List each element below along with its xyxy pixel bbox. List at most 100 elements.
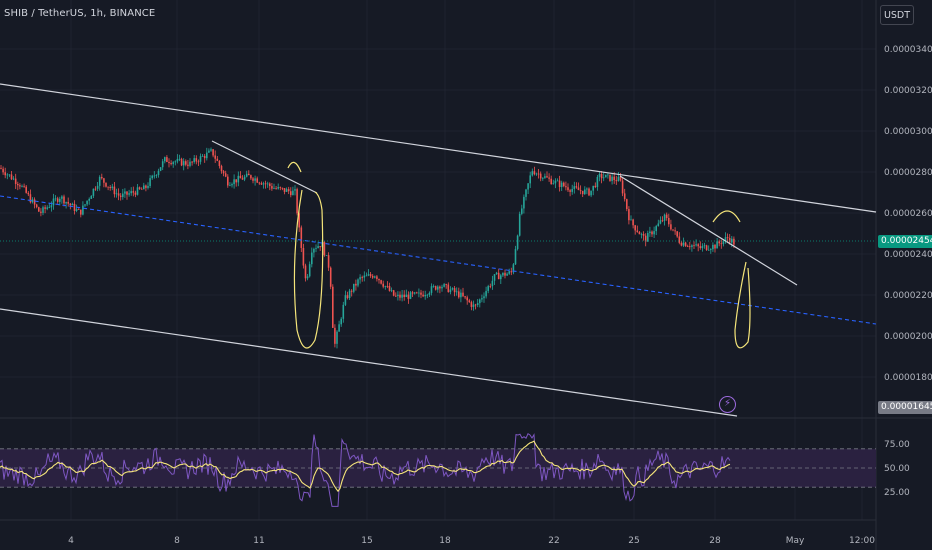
candle-body (350, 290, 353, 292)
candle-body (319, 246, 321, 248)
candle-body (42, 207, 44, 213)
candle-body (302, 247, 305, 266)
candle-body (170, 163, 172, 165)
candle-body (483, 296, 485, 299)
candle-body (703, 245, 706, 247)
candle-body (623, 193, 626, 200)
mid-channel-line (0, 195, 877, 325)
candle-body (518, 213, 521, 236)
candle-body (458, 291, 460, 298)
candle-body (592, 185, 594, 191)
candle-body (626, 199, 628, 210)
candle-body (271, 186, 273, 189)
candle-body (615, 180, 618, 182)
candle-body (264, 183, 267, 185)
candle-body (665, 214, 668, 218)
candle-body (581, 190, 584, 195)
candle-body (14, 178, 17, 185)
candle-body (728, 237, 731, 243)
candle-body (48, 207, 51, 209)
time-label: May (786, 536, 805, 546)
candle-body (439, 286, 441, 289)
candle-body (262, 183, 265, 185)
candle-body (59, 198, 61, 202)
price-label: 0.00001800 (884, 373, 932, 383)
candle-body (525, 189, 527, 197)
candle-body (416, 292, 418, 294)
candle-body (111, 186, 114, 188)
candle-body (605, 174, 607, 178)
candle-body (138, 187, 141, 189)
rsi-axis: 75.00 50.00 25.00 (884, 440, 910, 498)
candle-body (187, 164, 189, 166)
candle-body (632, 219, 634, 226)
candle-body (166, 157, 168, 162)
candle-body (590, 190, 592, 196)
candle-body (586, 188, 588, 190)
candle-body (50, 205, 53, 208)
candle-body (6, 174, 9, 176)
candle-body (344, 295, 347, 305)
candle-body (628, 209, 630, 221)
candle-body (12, 178, 15, 180)
candle-body (649, 231, 651, 234)
candle-body (510, 271, 513, 273)
candle-body (619, 176, 622, 181)
candle-body (306, 276, 309, 279)
candle-body (88, 198, 90, 201)
candle-body (82, 205, 84, 215)
candle-body (224, 173, 227, 177)
candle-body (432, 286, 435, 287)
candle-body (674, 230, 676, 232)
candle-body (103, 178, 105, 183)
current-price-tag: 0.00002454 (878, 235, 932, 248)
candle-body (672, 229, 674, 231)
candle-body (101, 176, 103, 179)
annotation-left (287, 161, 324, 349)
candle-body (33, 199, 36, 205)
candle-body (229, 185, 231, 187)
candle-body (182, 161, 185, 166)
candle-body (401, 294, 403, 298)
candle-body (119, 195, 122, 197)
candle-body (245, 173, 248, 177)
candle-body (705, 245, 708, 250)
candle-body (203, 155, 206, 159)
candle-body (655, 226, 657, 232)
trendline-left (211, 140, 318, 194)
candle-body (332, 286, 334, 328)
candle-body (84, 204, 86, 206)
candle-body (117, 193, 120, 196)
candle-body (552, 183, 555, 185)
candle-body (17, 184, 19, 186)
candle-body (269, 183, 271, 187)
candle-body (481, 298, 483, 300)
candle-body (23, 185, 25, 187)
candle-body (462, 292, 464, 297)
candle-body (598, 173, 601, 177)
candle-body (298, 213, 300, 228)
currency-button[interactable]: USDT (880, 5, 914, 25)
candle-body (678, 236, 681, 243)
candle-body (361, 277, 363, 278)
candle-body (529, 175, 531, 184)
lightning-icon[interactable]: ⚡ (719, 396, 736, 413)
candle-body (638, 232, 641, 235)
candle-body (359, 277, 361, 280)
candle-body (296, 189, 298, 214)
candle-body (189, 161, 191, 166)
candle-body (390, 290, 393, 292)
candle-body (67, 202, 69, 204)
candle-body (380, 280, 382, 284)
candle-body (4, 172, 6, 176)
candle-body (579, 190, 582, 191)
time-label: 25 (628, 536, 639, 546)
candle-body (275, 188, 277, 189)
candle-body (571, 189, 573, 192)
candle-body (365, 275, 368, 277)
symbol-title[interactable]: SHIB / TetherUS, 1h, BINANCE (4, 8, 156, 19)
candle-body (239, 175, 242, 179)
